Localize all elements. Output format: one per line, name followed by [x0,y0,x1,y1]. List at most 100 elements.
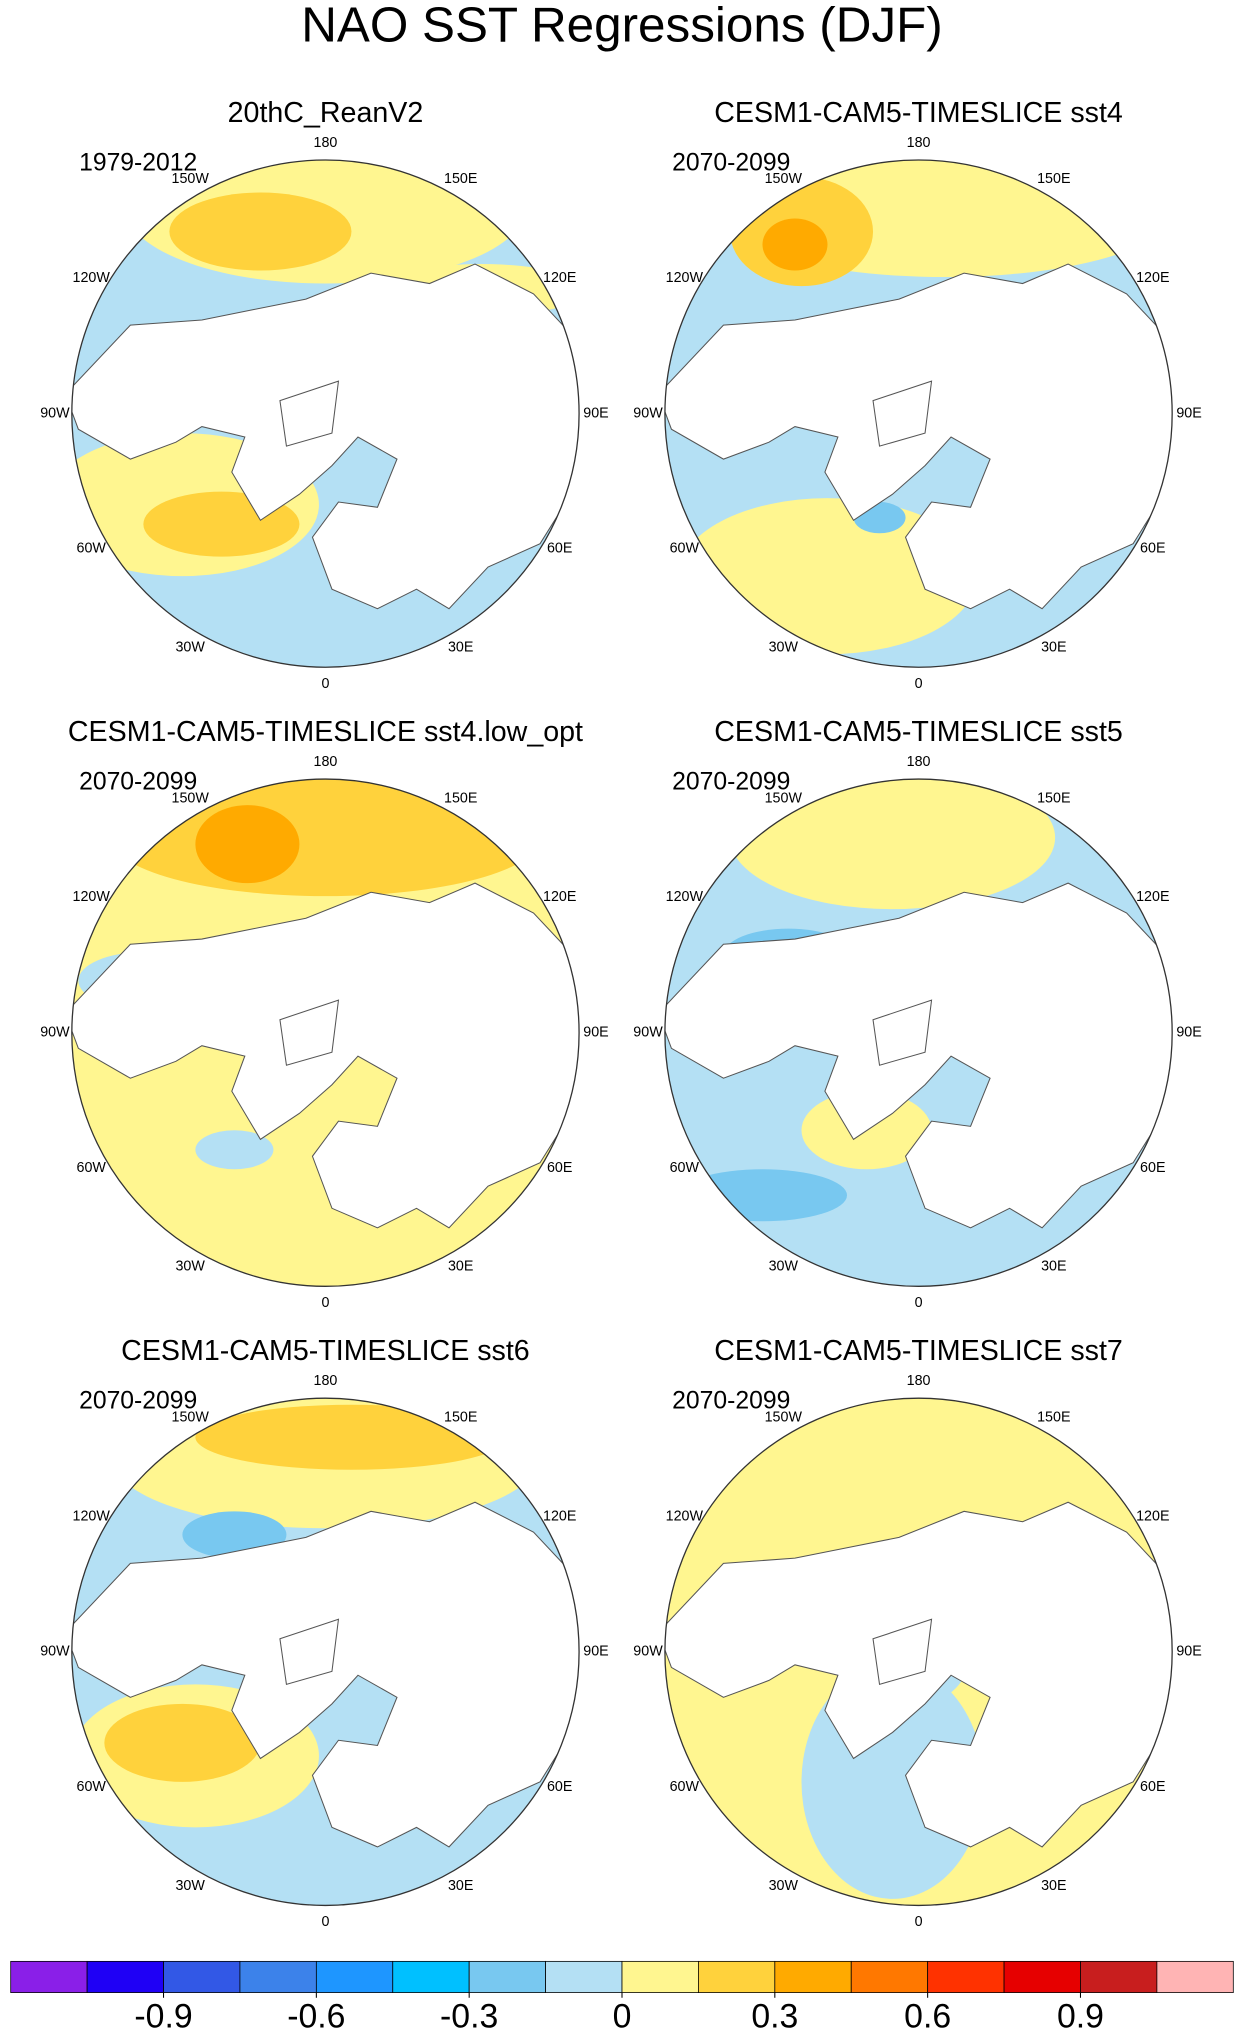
map-field [71,779,580,1287]
longitude-label: 120W [666,270,704,286]
longitude-label: 90E [583,1024,608,1040]
colorbar-box [545,1960,623,1993]
longitude-label: 120E [543,270,576,286]
longitude-label: 60E [547,1160,572,1176]
map-border [71,1397,580,1907]
colorbar-box [698,1960,776,1993]
longitude-label: 90W [633,1644,663,1660]
longitude-label: 120E [543,889,576,905]
field-blob [195,805,300,884]
longitude-label: 30W [175,1259,205,1275]
panels: 20thC_ReanV2 1979-2012 180 150E 120E 90E 60E 30… [40,97,1202,1930]
longitude-label: 30W [175,640,205,656]
field-blob [195,1130,274,1170]
map: 180 150E 120E 90E 60E 30E 0 30W 60W 90W 120W 150W [40,754,608,1311]
colorbar-box [1080,1960,1158,1993]
longitude-label: 180 [314,135,338,151]
panel-title: CESM1-CAM5-TIMESLICE sst7 [714,1335,1123,1367]
longitude-label: 60W [77,1779,107,1795]
panel-title: CESM1-CAM5-TIMESLICE sst5 [714,716,1123,748]
longitude-label: 90W [40,405,70,421]
colorbar-box [468,1960,546,1993]
longitude-label: 150W [765,1409,803,1425]
map-field [664,1398,1173,1906]
longitude-label: 0 [915,1914,923,1930]
longitude-label: 60E [1140,1160,1165,1176]
longitude-label: 150W [172,790,210,806]
longitude-label: 90E [1176,1024,1201,1040]
longitude-label: 120E [1136,889,1169,905]
longitude-label: 0 [321,1914,329,1930]
map-border [664,778,1173,1287]
longitude-label: 30E [448,640,473,656]
longitude-label: 150E [1037,790,1070,806]
colorbar-box [621,1960,699,1993]
longitude-label: 0 [321,676,329,692]
longitude-label: 60W [77,1160,107,1176]
map-field [664,779,1173,1287]
longitude-label: 150E [1037,1409,1070,1425]
map-panel: CESM1-CAM5-TIMESLICE sst5 2070-2099 180 150… [633,716,1201,1311]
panel-period: 2070-2099 [672,1388,790,1415]
longitude-label: 90W [40,1644,70,1660]
longitude-label: 150W [172,1409,210,1425]
longitude-label: 30W [769,1259,799,1275]
panel-period: 1979-2012 [79,149,197,176]
field-blob [677,1169,848,1222]
colorbar-box [1003,1960,1081,1993]
panel-title: 20thC_ReanV2 [228,97,424,129]
longitude-label: 180 [907,1373,931,1389]
panel-period: 2070-2099 [79,769,197,796]
colorbar-box [163,1960,241,1993]
field-blob [762,218,828,271]
colorbar-box [10,1960,88,1993]
longitude-label: 30E [1041,1259,1066,1275]
colorbar-box [392,1960,470,1993]
panel-title: CESM1-CAM5-TIMESLICE sst4.low_opt [68,716,583,748]
longitude-label: 30E [448,1878,473,1894]
map-panel: CESM1-CAM5-TIMESLICE sst4 2070-2099 180 150… [633,97,1201,692]
colorbar-box [239,1960,317,1993]
map-panel: CESM1-CAM5-TIMESLICE sst6 2070-2099 180 150… [40,1335,608,1930]
panel-title: CESM1-CAM5-TIMESLICE sst6 [121,1335,530,1367]
longitude-label: 30W [175,1878,205,1894]
colorbar-box [315,1960,394,1993]
longitude-label: 90W [40,1024,70,1040]
map: 180 150E 120E 90E 60E 30E 0 30W 60W 90W 120W 150W [633,754,1201,1311]
panel-period: 2070-2099 [79,1388,197,1415]
colorbar-tick-label: -0.3 [440,1998,498,2036]
longitude-label: 150E [444,790,477,806]
map-panel: CESM1-CAM5-TIMESLICE sst4.low_opt 2070-20… [40,716,608,1311]
longitude-label: 90W [633,1024,663,1040]
longitude-label: 150E [444,1409,477,1425]
colorbar-tick-label: 0.6 [904,1998,951,2036]
longitude-label: 120E [543,1508,576,1524]
longitude-label: 180 [314,1373,338,1389]
field-blob [169,192,352,271]
longitude-label: 60W [670,1160,700,1176]
longitude-label: 120W [666,1508,704,1524]
longitude-label: 60E [1140,1779,1165,1795]
longitude-label: 120W [73,889,111,905]
longitude-label: 180 [907,754,931,770]
colorbar-tick-label: -0.9 [134,1998,192,2036]
longitude-label: 150E [1037,171,1070,187]
colorbar-box [1156,1960,1234,1993]
longitude-label: 60E [547,1779,572,1795]
colorbar-tick-label: 0.9 [1057,1998,1104,2036]
colorbar-tick-label: -0.6 [287,1998,345,2036]
longitude-label: 60W [670,1779,700,1795]
colorbar-box [927,1960,1005,1993]
longitude-label: 90E [583,1644,608,1660]
map-field [71,159,580,668]
map: 180 150E 120E 90E 60E 30E 0 30W 60W 90W 120W 150W [40,135,608,692]
colorbar-box [86,1960,164,1993]
longitude-label: 30E [1041,640,1066,656]
map-border [664,159,1173,668]
longitude-label: 60W [670,541,700,557]
longitude-label: 120W [666,889,704,905]
longitude-label: 150E [444,171,477,187]
field-blob [104,1703,261,1782]
